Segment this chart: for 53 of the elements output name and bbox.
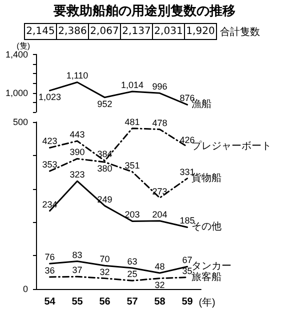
data-label: 443 bbox=[70, 130, 85, 140]
data-label: 1,023 bbox=[38, 92, 62, 102]
x-tick-label: 56 bbox=[99, 296, 111, 308]
data-label: 390 bbox=[70, 147, 85, 158]
text: 1,920 bbox=[185, 23, 217, 40]
data-label: 351 bbox=[124, 160, 140, 170]
series-label: 貨物船 bbox=[191, 172, 222, 184]
series-label: 漁船 bbox=[191, 98, 212, 110]
data-label: 481 bbox=[124, 116, 140, 127]
text: 2,031 bbox=[153, 23, 185, 40]
x-tick-label: 55 bbox=[72, 296, 84, 308]
text: 2,137 bbox=[121, 23, 153, 40]
x-tick-label: 54 bbox=[44, 296, 56, 308]
data-label: 32 bbox=[154, 280, 165, 290]
data-label: 380 bbox=[97, 164, 112, 174]
text: 合計隻数 bbox=[220, 26, 260, 38]
y-tick-label: 0 bbox=[22, 284, 28, 294]
text: 2,067 bbox=[89, 23, 121, 40]
x-tick-label: 59 bbox=[182, 296, 194, 308]
data-label: 67 bbox=[182, 255, 192, 266]
y-axis-title: (隻) bbox=[16, 42, 30, 50]
data-label: 48 bbox=[154, 261, 165, 272]
data-label: 1,110 bbox=[66, 70, 88, 81]
data-label: 36 bbox=[44, 265, 55, 276]
data-label: 76 bbox=[44, 252, 55, 262]
data-label: 1,014 bbox=[120, 80, 144, 90]
data-label: 25 bbox=[127, 269, 138, 280]
data-label: 185 bbox=[180, 216, 195, 226]
series-label: タンカー bbox=[191, 261, 232, 272]
y-tick-label: 500 bbox=[12, 117, 28, 127]
data-label: 204 bbox=[152, 209, 168, 220]
x-axis-title: (年) bbox=[198, 296, 216, 308]
data-label: 63 bbox=[127, 256, 138, 266]
data-label: 32 bbox=[100, 266, 110, 277]
data-label: 996 bbox=[152, 82, 168, 92]
data-label: 37 bbox=[72, 265, 82, 276]
data-label: 203 bbox=[124, 210, 140, 220]
text: 2,386 bbox=[57, 23, 89, 40]
data-label: 478 bbox=[152, 118, 168, 128]
data-label: 423 bbox=[42, 136, 58, 146]
y-tick-label: 1,000 bbox=[5, 88, 28, 98]
data-label: 70 bbox=[100, 254, 110, 264]
series-label: 旅客船 bbox=[191, 270, 222, 283]
data-label: 323 bbox=[70, 170, 85, 180]
chart-title: 要救助船舶の用途別隻数の推移 bbox=[52, 3, 236, 20]
text: 2,145 bbox=[24, 23, 57, 40]
x-tick-label: 58 bbox=[154, 296, 166, 308]
data-label: 83 bbox=[72, 250, 82, 260]
y-tick-label: 1,400 bbox=[5, 49, 28, 60]
x-tick-label: 57 bbox=[126, 296, 138, 308]
data-label: 952 bbox=[97, 98, 112, 109]
data-label: 353 bbox=[42, 160, 58, 170]
data-label: 35 bbox=[182, 266, 192, 276]
